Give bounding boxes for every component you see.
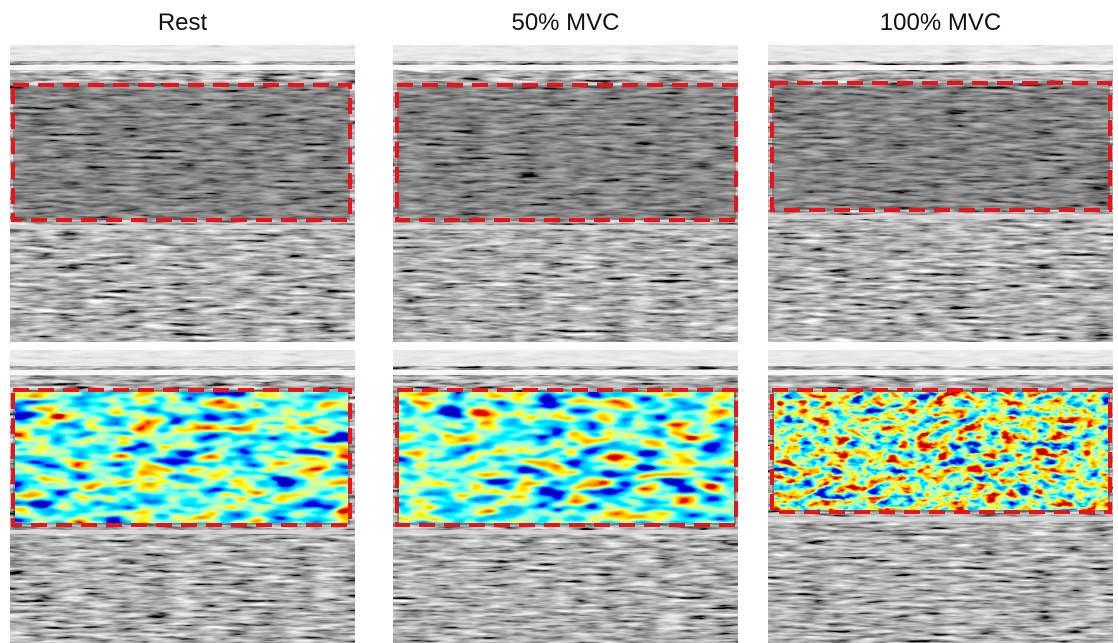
ultrasound-panel bbox=[10, 45, 355, 342]
strain-heatmap bbox=[774, 392, 1108, 510]
fascia-band bbox=[393, 45, 738, 61]
panel-title: Rest bbox=[158, 9, 208, 36]
fascia-line bbox=[768, 65, 1113, 70]
heatmap-panel bbox=[10, 350, 355, 643]
aponeurosis-line bbox=[10, 225, 355, 229]
strain-heatmap bbox=[399, 392, 734, 523]
figure: Rest 50% MVC 100% MVC bbox=[0, 0, 1118, 643]
fascia-line bbox=[768, 370, 1113, 375]
fascia-line bbox=[10, 370, 355, 375]
dark-muscle bbox=[397, 85, 736, 220]
fascia-line bbox=[393, 370, 738, 375]
ultrasound-panel bbox=[393, 45, 738, 342]
aponeurosis-line bbox=[393, 225, 738, 229]
fascia-line bbox=[10, 65, 355, 70]
dark-muscle bbox=[13, 85, 350, 220]
ultrasound-panel bbox=[768, 45, 1113, 342]
fascia-band bbox=[768, 45, 1113, 61]
fascia-band bbox=[10, 350, 355, 366]
panel-title: 50% MVC bbox=[511, 9, 619, 36]
aponeurosis-line bbox=[10, 530, 355, 534]
strain-heatmap bbox=[15, 392, 348, 523]
aponeurosis-line bbox=[768, 215, 1113, 219]
aponeurosis-line bbox=[393, 530, 738, 534]
heatmap-panel bbox=[393, 350, 738, 643]
panel-title: 100% MVC bbox=[880, 9, 1001, 36]
fascia-band bbox=[393, 350, 738, 366]
dark-muscle bbox=[772, 83, 1110, 210]
aponeurosis-line bbox=[768, 517, 1113, 521]
fascia-band bbox=[10, 45, 355, 61]
page: Rest50% MVC100% MVC (() => { const data … bbox=[0, 0, 1118, 643]
fascia-band bbox=[768, 350, 1113, 366]
fascia-line bbox=[393, 65, 738, 70]
heatmap-panel bbox=[768, 350, 1113, 643]
